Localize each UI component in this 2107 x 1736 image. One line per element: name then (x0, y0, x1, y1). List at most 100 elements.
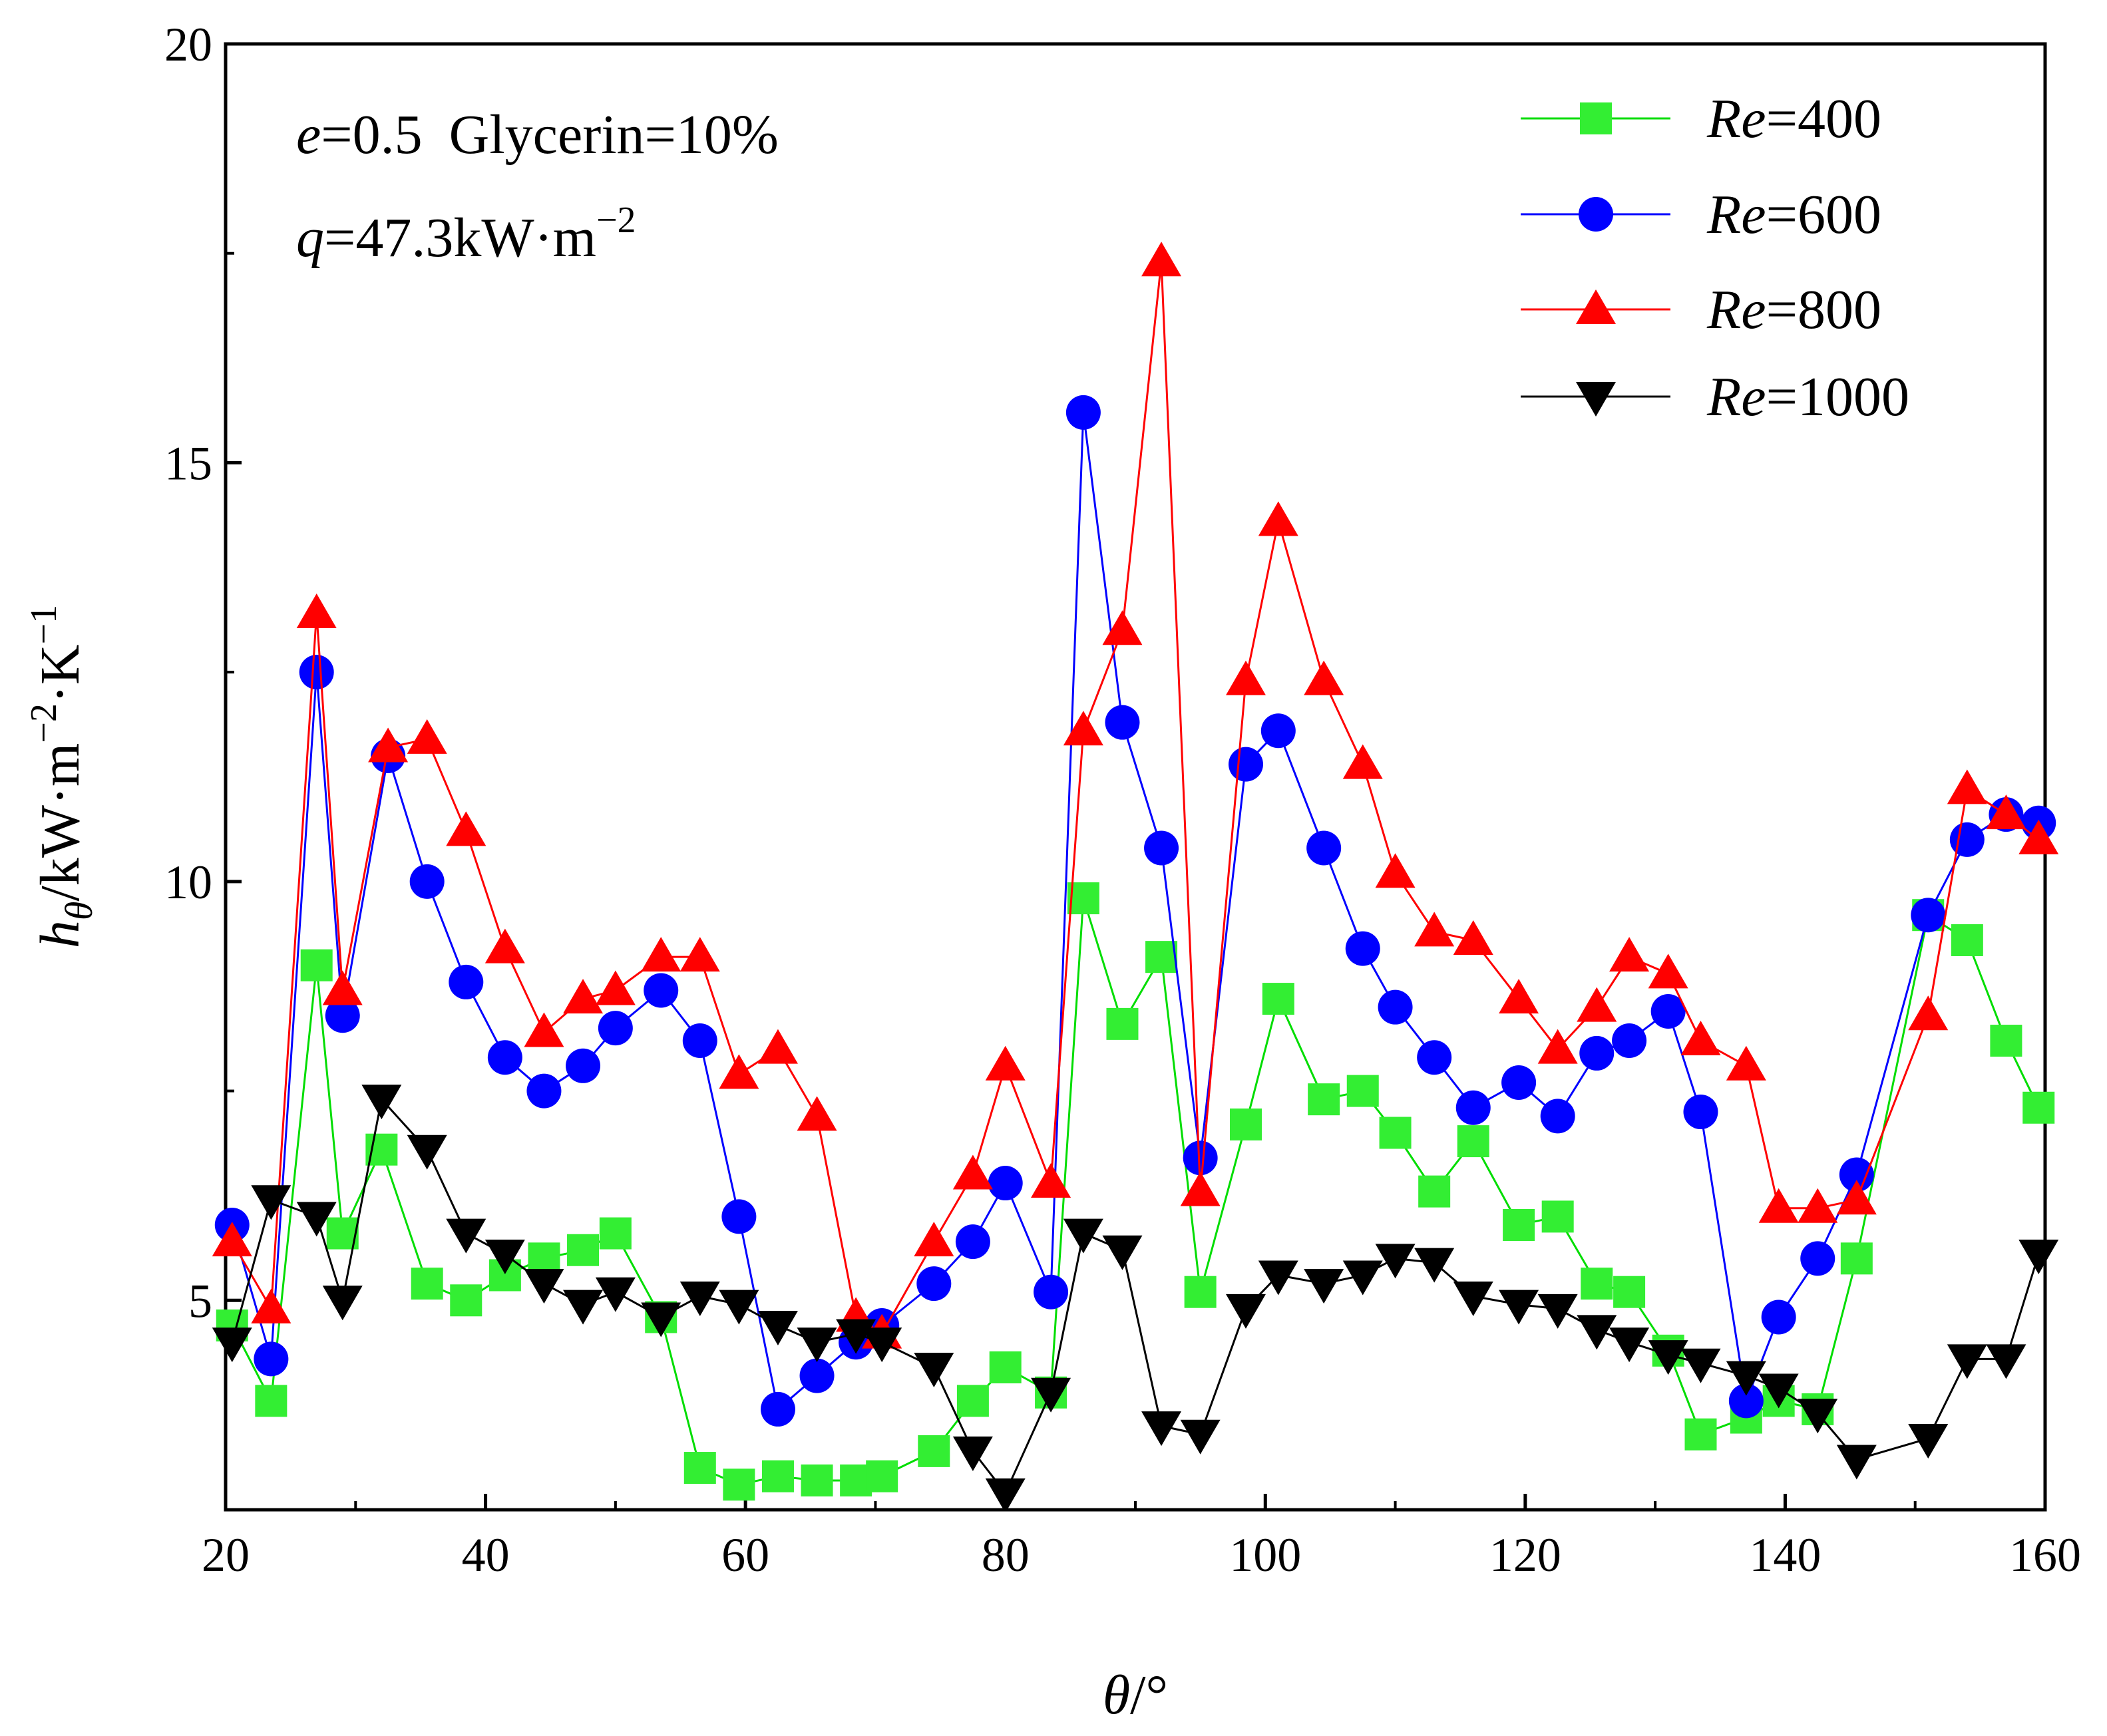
data-point (641, 937, 681, 972)
legend-label: Re=800 (1706, 279, 1881, 341)
data-point (719, 1054, 759, 1089)
data-point (989, 1351, 1022, 1383)
data-point (1453, 1281, 1493, 1316)
data-point (1911, 898, 1946, 933)
data-point (1908, 995, 1949, 1031)
data-point (1228, 747, 1263, 782)
data-point (1258, 1260, 1298, 1296)
data-point (567, 1234, 600, 1266)
data-point (1577, 1315, 1617, 1350)
data-point (1455, 1090, 1491, 1125)
data-point (985, 1478, 1026, 1510)
data-point (1648, 1340, 1688, 1375)
data-point (1102, 610, 1143, 645)
data-point (1840, 1242, 1873, 1275)
data-point (952, 1154, 993, 1190)
data-point (484, 928, 525, 963)
data-point (300, 949, 333, 981)
data-point (1800, 1241, 1835, 1276)
data-point (1680, 1021, 1721, 1056)
data-point (797, 1327, 837, 1363)
annotation-line-2: q=47.3kW·m−2 (296, 200, 636, 269)
data-point (761, 1460, 794, 1492)
x-tick-label: 20 (202, 1528, 250, 1582)
data-point (1258, 501, 1298, 536)
data-point (1180, 1419, 1221, 1455)
data-point (325, 998, 360, 1033)
data-point (1063, 711, 1103, 746)
data-point (721, 1199, 757, 1234)
data-point (446, 811, 486, 846)
data-point (296, 594, 337, 629)
x-tick-label: 120 (1489, 1528, 1561, 1582)
data-point (1453, 920, 1493, 955)
data-point (251, 1185, 291, 1220)
legend-marker (1576, 289, 1616, 324)
legend: Re=400 Re=600 Re=800 Re=1000 (1521, 88, 1909, 428)
data-point (1949, 822, 1985, 857)
data-point (1260, 713, 1296, 749)
data-point (563, 1290, 604, 1325)
data-point (407, 1134, 447, 1170)
data-point (1229, 1108, 1262, 1140)
data-point (682, 1023, 717, 1059)
data-point (1342, 744, 1383, 779)
data-point (1836, 1180, 1877, 1215)
data-point (1579, 1035, 1615, 1071)
data-point (1102, 1235, 1143, 1270)
data-point (524, 1012, 564, 1047)
data-point (1758, 1373, 1799, 1409)
data-point (2018, 819, 2059, 854)
data-point (1577, 987, 1617, 1022)
data-point (1262, 983, 1294, 1015)
annotation-line-1: e=0.5 Glycerin=10% (296, 104, 779, 166)
x-tick-label: 40 (462, 1528, 510, 1582)
data-point (1031, 1163, 1071, 1198)
data-point (566, 1048, 601, 1083)
data-point (1798, 1188, 1838, 1223)
data-point (1648, 954, 1688, 989)
data-point (723, 1469, 755, 1501)
data-point (1537, 1294, 1578, 1329)
data-point (1612, 1023, 1647, 1059)
data-point (212, 1327, 252, 1363)
data-point (1141, 1411, 1182, 1447)
data-point (866, 1460, 898, 1492)
data-point (1541, 1200, 1574, 1233)
data-point (1031, 1377, 1071, 1413)
data-point (254, 1341, 289, 1377)
data-point (411, 1268, 443, 1300)
y-tick-label: 10 (164, 856, 212, 909)
x-tick-label: 160 (2009, 1528, 2081, 1582)
data-point (641, 1302, 681, 1337)
data-point (1908, 1423, 1949, 1459)
data-point (952, 1436, 993, 1471)
y-tick-label: 15 (164, 436, 212, 490)
data-point (598, 1011, 633, 1046)
legend-item: Re=600 (1521, 184, 1881, 246)
data-point (914, 1222, 954, 1257)
data-point (862, 1327, 902, 1363)
data-point (1986, 794, 2026, 830)
data-point (1306, 830, 1342, 866)
legend-item: Re=800 (1521, 279, 1881, 341)
x-axis-title: θ/° (1103, 1664, 1168, 1726)
data-point (985, 1045, 1026, 1081)
data-point (1761, 1300, 1796, 1335)
data-point (1650, 993, 1686, 1029)
data-point (1418, 1175, 1451, 1208)
legend-label: Re=600 (1706, 184, 1881, 246)
data-point (1947, 769, 1987, 804)
series-re-1000 (212, 1085, 2059, 1510)
data-point (1947, 1344, 1987, 1379)
data-point (1609, 937, 1650, 972)
legend-marker (1579, 197, 1613, 232)
series-re-600 (214, 395, 2056, 1427)
legend-marker (1580, 102, 1612, 134)
y-tick-label: 20 (164, 18, 212, 71)
legend-item: Re=1000 (1521, 366, 1909, 428)
data-point (644, 973, 679, 1008)
data-point (409, 864, 445, 899)
data-point (1683, 1095, 1718, 1130)
